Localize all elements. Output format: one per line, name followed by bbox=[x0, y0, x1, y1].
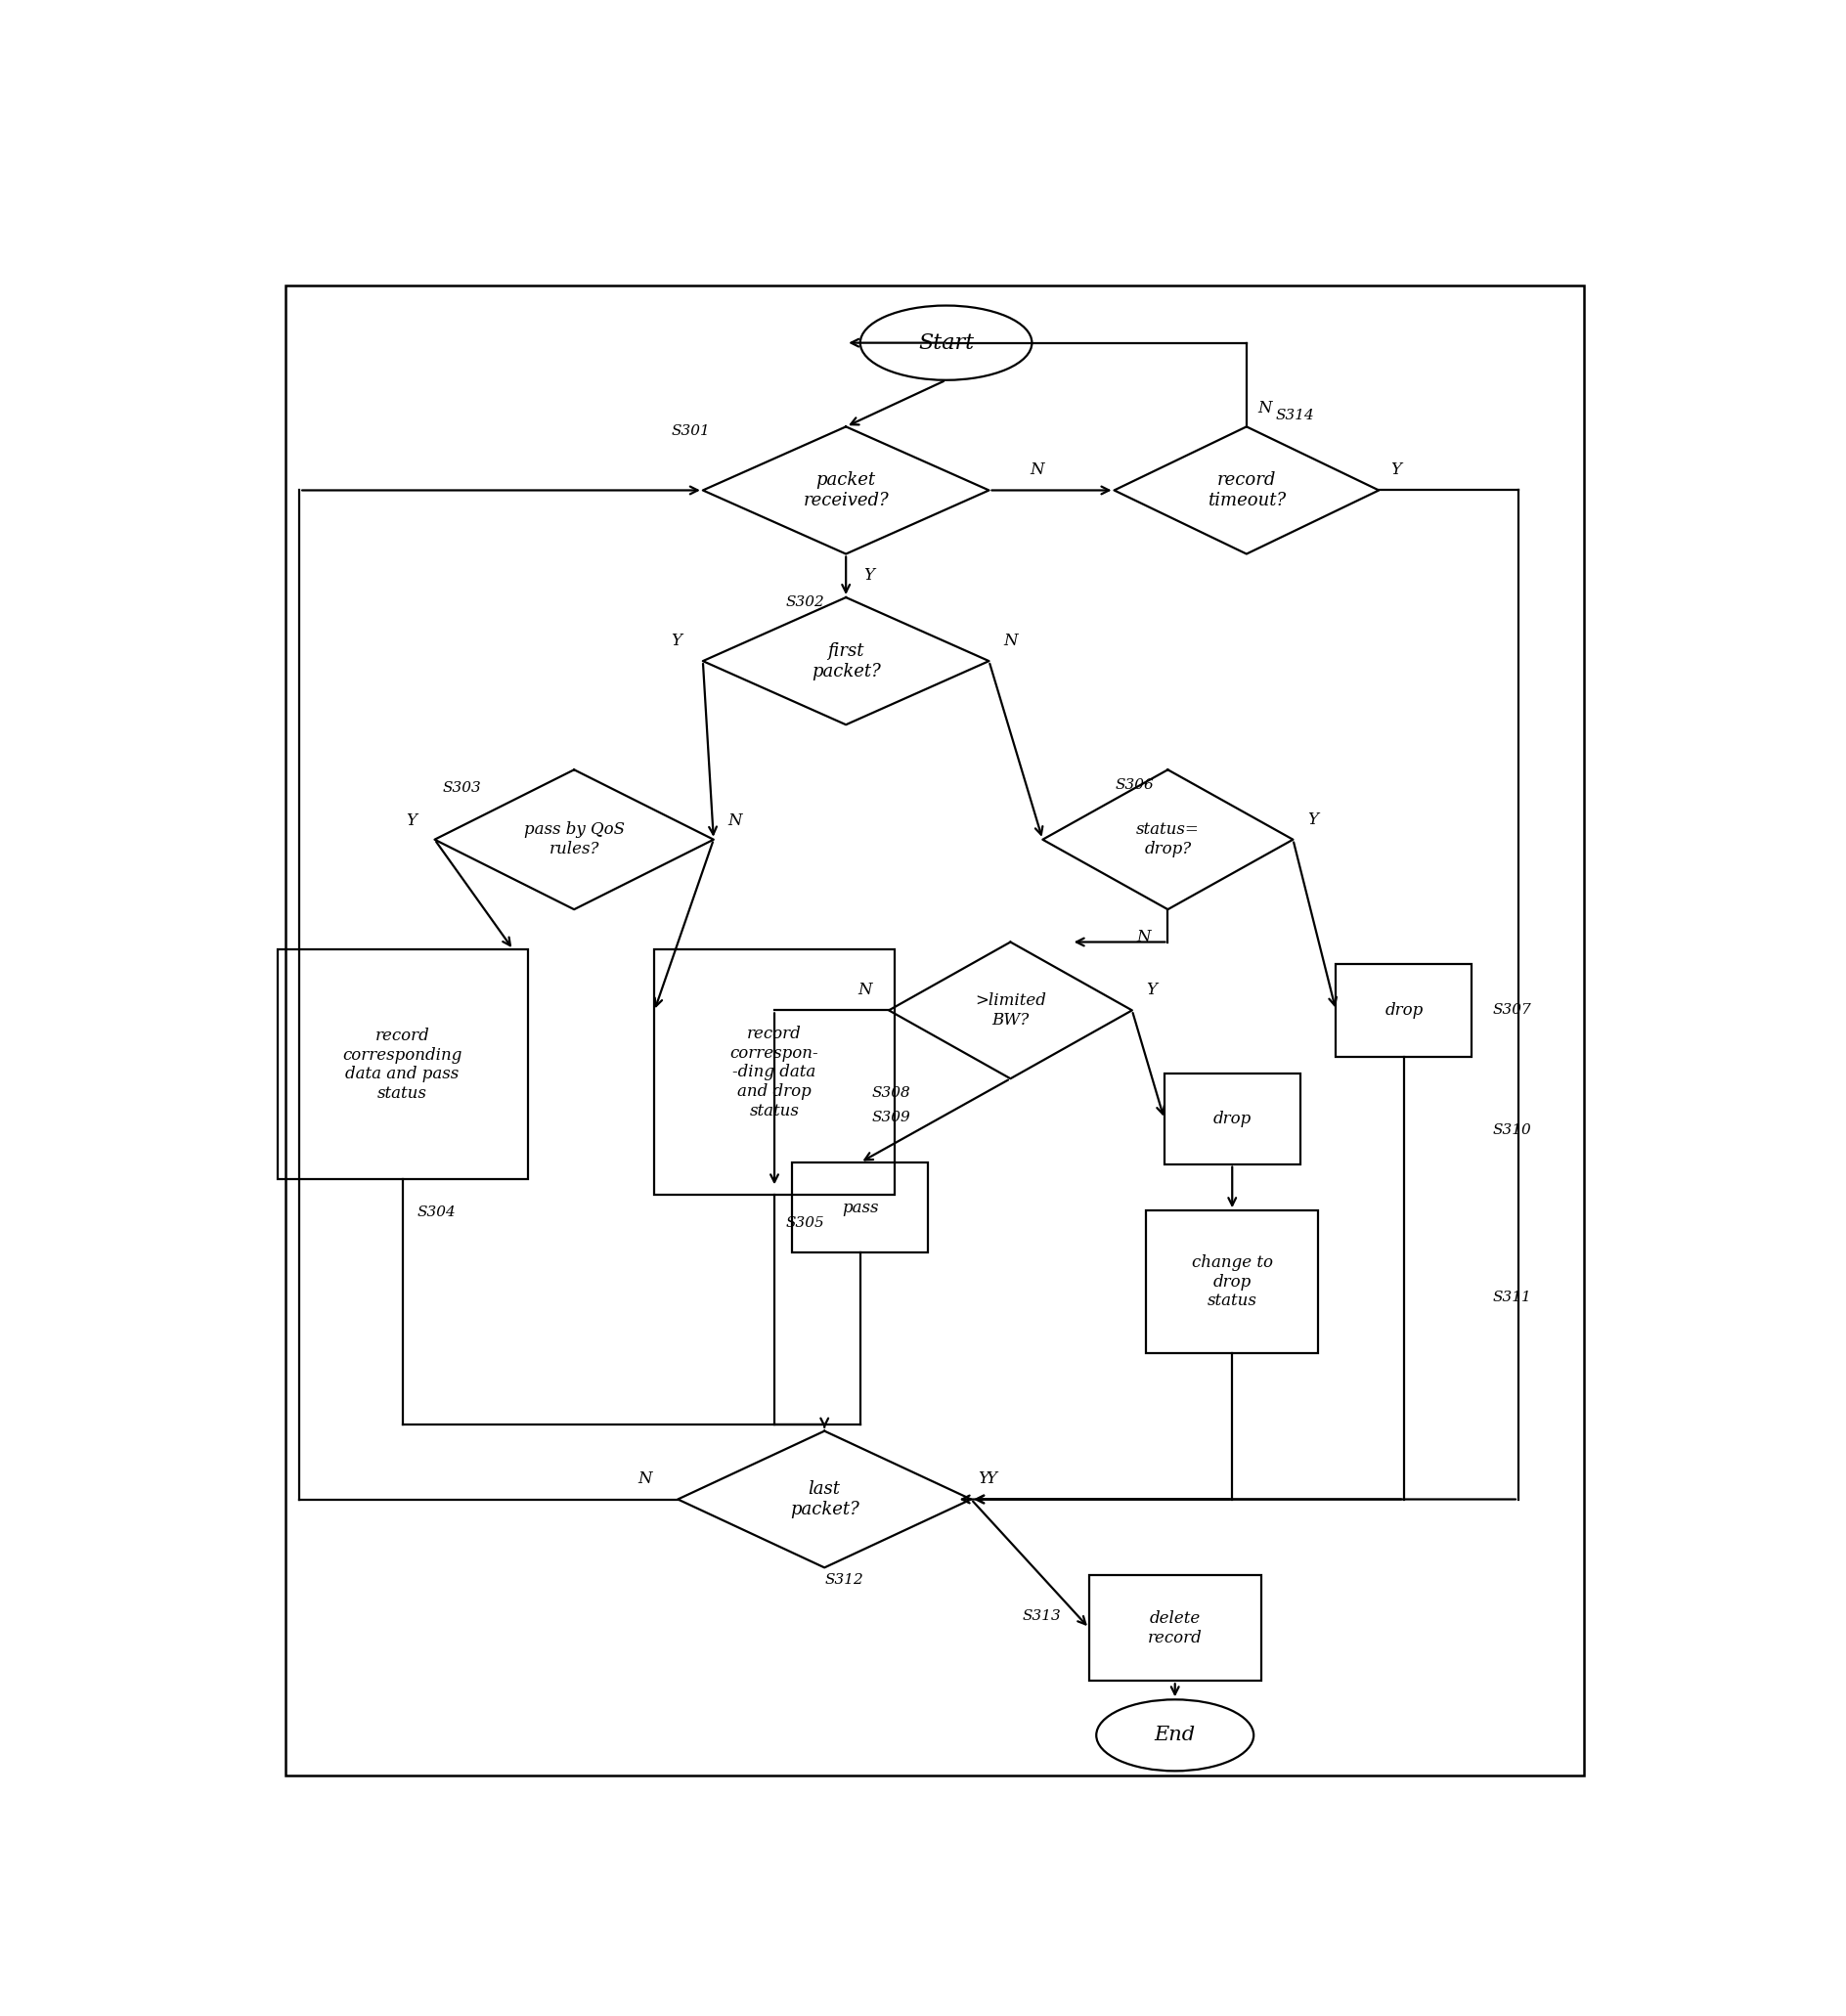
Text: Y: Y bbox=[864, 566, 873, 585]
Bar bbox=[653, 950, 895, 1195]
Text: first
packet?: first packet? bbox=[812, 641, 881, 679]
Text: record
timeout?: record timeout? bbox=[1207, 472, 1285, 510]
Text: drop: drop bbox=[1213, 1111, 1252, 1127]
Text: S303: S303 bbox=[443, 782, 482, 794]
Text: delete
record: delete record bbox=[1148, 1611, 1202, 1645]
Text: N: N bbox=[1004, 633, 1017, 649]
Text: Y: Y bbox=[1307, 810, 1318, 829]
Text: S305: S305 bbox=[786, 1216, 825, 1230]
Bar bbox=[1089, 1574, 1261, 1681]
Text: S310: S310 bbox=[1493, 1123, 1532, 1137]
Text: drop: drop bbox=[1384, 1002, 1423, 1018]
Text: Y: Y bbox=[1146, 982, 1157, 998]
Text: S306: S306 bbox=[1115, 778, 1154, 792]
Bar bbox=[1146, 1210, 1318, 1353]
Text: pass: pass bbox=[842, 1200, 879, 1216]
Text: record
correspon-
-ding data
and drop
status: record correspon- -ding data and drop st… bbox=[729, 1026, 820, 1119]
Bar bbox=[1165, 1075, 1300, 1163]
Text: N: N bbox=[727, 812, 742, 829]
Text: pass by QoS
rules?: pass by QoS rules? bbox=[524, 823, 624, 857]
Text: S309: S309 bbox=[871, 1111, 910, 1125]
Text: S313: S313 bbox=[1023, 1609, 1061, 1623]
Text: Y: Y bbox=[672, 633, 683, 649]
Text: packet
received?: packet received? bbox=[803, 472, 888, 510]
Bar bbox=[277, 950, 528, 1179]
Text: S304: S304 bbox=[417, 1206, 456, 1220]
Text: S312: S312 bbox=[825, 1572, 864, 1587]
Text: S314: S314 bbox=[1276, 409, 1314, 423]
Text: change to
drop
status: change to drop status bbox=[1193, 1254, 1272, 1310]
Text: End: End bbox=[1154, 1726, 1196, 1744]
Text: Start: Start bbox=[917, 333, 975, 353]
Text: N: N bbox=[1030, 462, 1045, 478]
Text: Y: Y bbox=[986, 1472, 997, 1488]
Text: Y: Y bbox=[406, 812, 417, 829]
Text: N: N bbox=[857, 982, 871, 998]
Text: N: N bbox=[1137, 929, 1150, 946]
Text: record
corresponding
data and pass
status: record corresponding data and pass statu… bbox=[343, 1028, 462, 1101]
Bar bbox=[792, 1163, 929, 1252]
Text: status=
drop?: status= drop? bbox=[1135, 823, 1200, 857]
Text: N: N bbox=[637, 1472, 652, 1488]
Bar bbox=[1337, 964, 1471, 1056]
Text: Y: Y bbox=[1390, 462, 1401, 478]
Text: S308: S308 bbox=[871, 1087, 910, 1099]
Text: Y: Y bbox=[978, 1472, 989, 1488]
Text: last
packet?: last packet? bbox=[790, 1480, 858, 1518]
Text: >limited
BW?: >limited BW? bbox=[975, 992, 1047, 1028]
Text: S311: S311 bbox=[1493, 1290, 1532, 1304]
Text: S307: S307 bbox=[1493, 1004, 1532, 1018]
Text: S301: S301 bbox=[672, 425, 711, 437]
Text: S302: S302 bbox=[786, 595, 825, 609]
Text: N: N bbox=[1257, 399, 1272, 417]
